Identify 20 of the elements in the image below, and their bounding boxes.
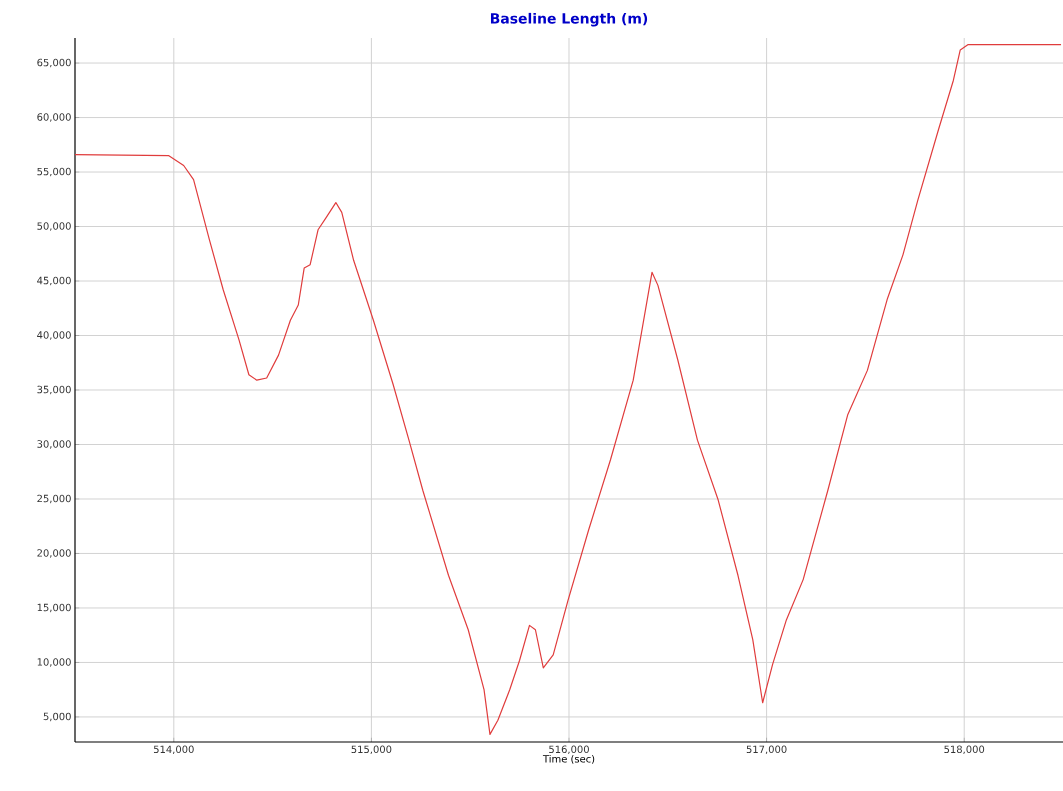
x-axis-title: Time (sec) [542,754,595,764]
y-tick-label: 45,000 [37,276,71,286]
y-tick-label: 65,000 [37,58,71,68]
y-tick-label: 35,000 [37,385,71,395]
y-tick-label: 20,000 [37,549,71,558]
y-tick-label: 15,000 [37,603,71,613]
x-tick-label: 515,000 [351,745,392,755]
y-tick-label: 50,000 [37,222,71,231]
y-tick-label: 10,000 [37,658,71,667]
x-tick-label: 517,000 [746,745,787,755]
x-tick-label: 518,000 [944,745,985,755]
y-tick-label: 25,000 [37,494,71,504]
x-tick-label: 514,000 [153,745,194,755]
y-tick-label: 60,000 [37,113,71,122]
y-tick-label: 40,000 [37,331,71,340]
y-tick-label: 55,000 [37,167,71,177]
chart-title: Baseline Length (m) [490,12,648,27]
x-tick-label: 516,000 [549,745,589,755]
y-tick-label: 5,000 [43,712,71,722]
y-tick-label: 30,000 [37,440,71,449]
